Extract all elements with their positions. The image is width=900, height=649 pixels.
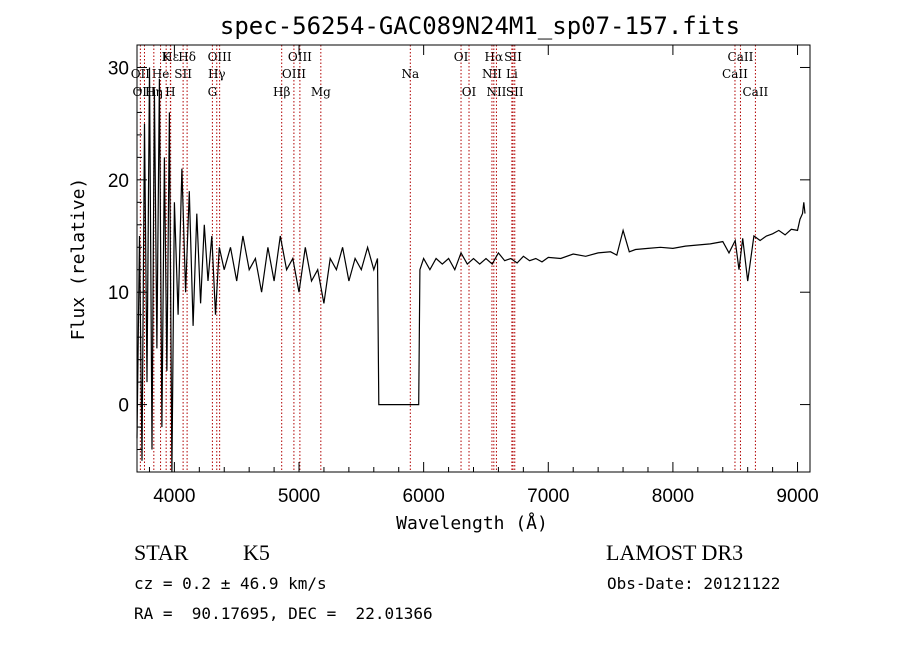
object-class: STAR [134,540,189,565]
spectral-line-label: SII [506,85,524,99]
spectrum-series-line [136,67,806,473]
x-tick-label: 7000 [527,486,569,507]
x-tick-label: 8000 [652,486,694,507]
x-tick-label: 4000 [153,486,195,507]
y-tick-label: 10 [108,283,129,304]
y-tick-label: 20 [108,171,129,192]
spectral-line-label: K [162,50,172,64]
spectral-line-label: Hγ [208,67,226,81]
spectral-line-label: Hα [485,50,504,64]
y-tick-label: 0 [118,396,129,417]
spectral-line-label: OIII [132,85,156,99]
spectral-line-label: SII [174,67,192,81]
spectral-line-label: OIII [208,50,232,64]
observation-date: Obs-Date: 20121122 [607,574,781,593]
spectral-line-label: OI [462,85,477,99]
spectral-line-label: NII [486,85,506,99]
spectral-line-label: OI [454,50,469,64]
spectral-line-label: He [152,67,170,81]
spectral-line-label: Na [401,67,419,81]
redshift-text: cz = 0.2 ± 46.9 km/s [134,574,327,593]
survey-name: LAMOST DR3 [606,540,744,565]
spectral-line-label: SII [504,50,522,64]
spectral-line-label: OIII [288,50,312,64]
x-tick-label: 5000 [278,486,320,507]
spectral-line-label: OIII [282,67,306,81]
spectral-line-label: CaII [722,67,748,81]
chart-title: spec-56254-GAC089N24M1_sp07-157.fits [220,12,740,40]
y-axis-label: Flux (relative) [68,178,89,341]
object-subclass: K5 [243,540,270,565]
spectral-line-label: Hβ [273,85,290,99]
axis-ticks: 4000 5000 6000 7000 8000 9000 0 10 20 30 [108,45,819,507]
x-tick-label: 9000 [776,486,818,507]
x-axis-label: Wavelength (Å) [396,512,548,534]
plot-frame [136,44,811,473]
spectral-line-label: H [165,85,175,99]
x-tick-label: 6000 [403,486,445,507]
spectral-line-label: G [208,85,218,99]
spectral-line-label: Hδ [178,50,196,64]
spectral-line-label: NII [482,67,502,81]
y-tick-label: 30 [108,58,129,79]
spectral-line-label: Mg [311,85,331,99]
spectral-line-label: CaII [728,50,754,64]
spectral-line-label: Li [506,67,518,81]
spectral-line-label: CaII [742,85,768,99]
spectral-line-label: OII [131,67,151,81]
coordinates-text: RA = 90.17695, DEC = 22.01366 [134,604,433,623]
